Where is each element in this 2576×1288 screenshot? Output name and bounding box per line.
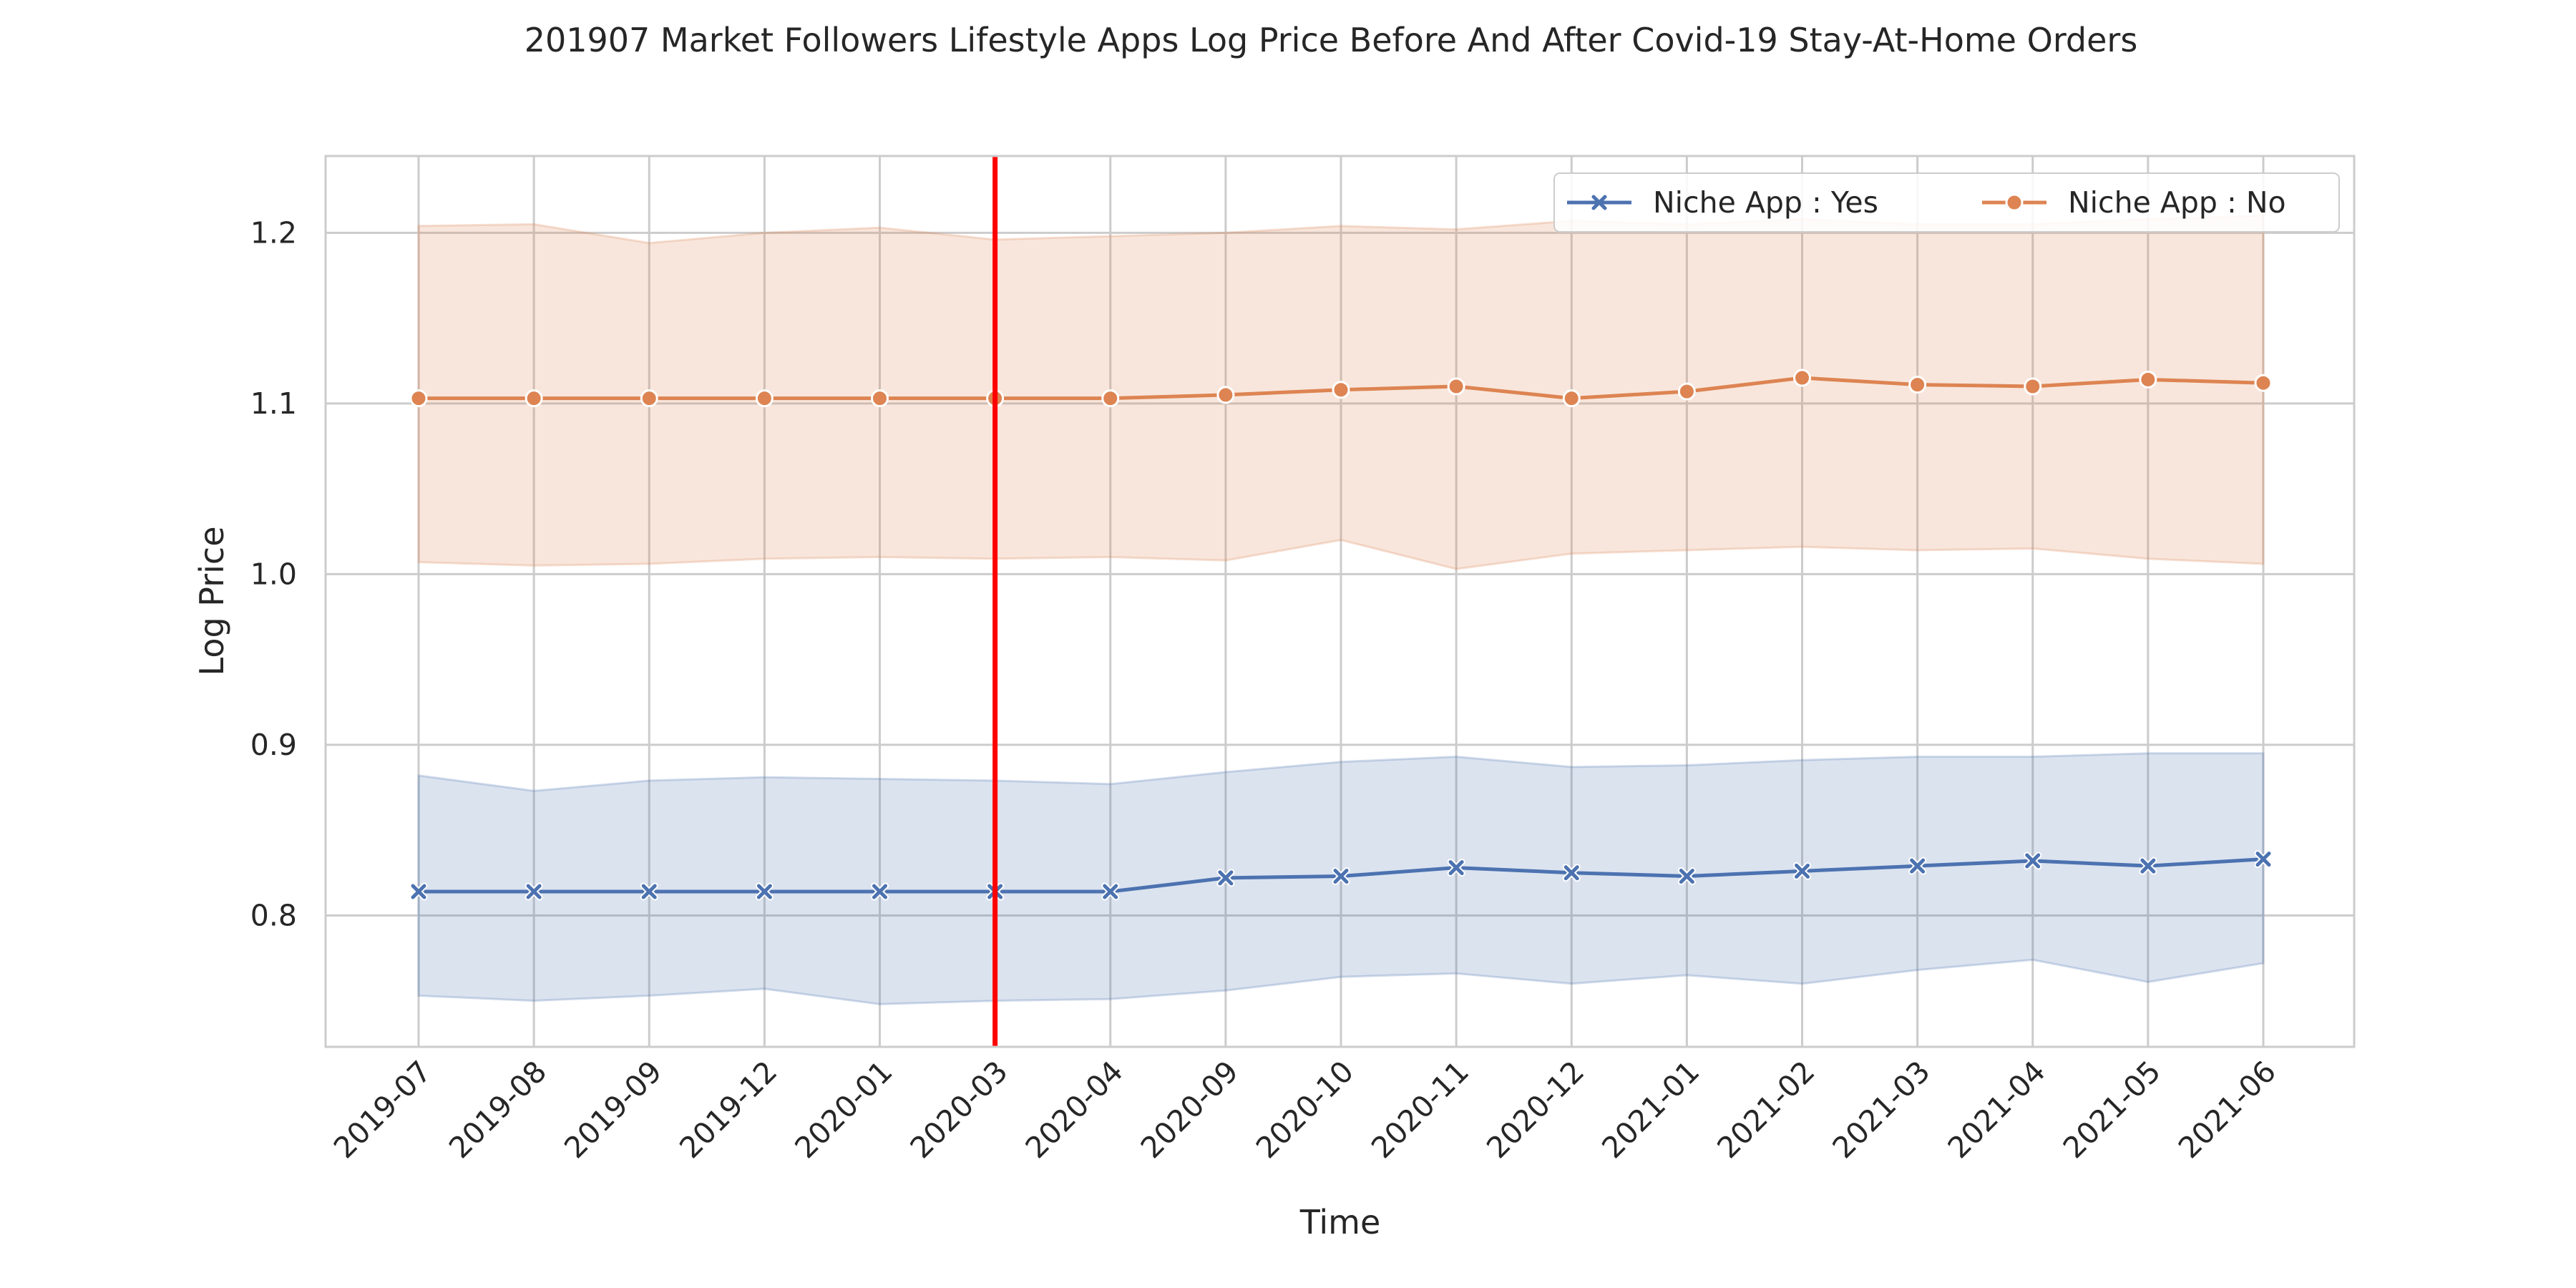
data-point (2139, 857, 2157, 875)
y-tick-label: 1.2 (250, 215, 297, 250)
data-point (640, 389, 658, 408)
data-point (1677, 867, 1696, 885)
plot-frame (324, 155, 2356, 1048)
data-point (755, 389, 774, 408)
legend-label: Niche App : Yes (1653, 185, 1878, 220)
x-axis-label: Time (1299, 1203, 1381, 1241)
legend-box (1553, 172, 2340, 233)
data-point (1216, 386, 1235, 404)
data-point (871, 389, 889, 408)
data-point (409, 389, 428, 408)
data-point (1562, 389, 1581, 408)
data-point (1101, 389, 1120, 408)
data-point (871, 882, 889, 901)
series-markers (409, 369, 2273, 901)
y-tick-label: 1.0 (250, 557, 297, 591)
y-axis-label: Log Price (192, 527, 231, 676)
legend-circle-marker (2005, 193, 2024, 212)
data-point (409, 882, 428, 901)
legend-item-1: Niche App : No (1982, 185, 2286, 220)
plot-area (324, 155, 2356, 1048)
data-point (1216, 869, 1235, 887)
y-tick-label: 0.8 (250, 898, 297, 932)
data-point (640, 882, 658, 901)
data-point (1677, 382, 1696, 401)
data-point (2254, 850, 2273, 869)
data-point (2024, 377, 2042, 396)
data-point (2254, 374, 2273, 392)
data-point (1562, 864, 1581, 882)
data-point (1447, 859, 1465, 877)
y-axis-ticks: 0.8 0.9 1.0 1.1 1.2 (250, 215, 297, 932)
data-point (525, 882, 543, 901)
data-point (1332, 867, 1350, 885)
data-point (1332, 381, 1350, 399)
legend-item-0: Niche App : Yes (1567, 185, 1878, 220)
gridlines (326, 156, 2354, 1047)
data-point (1908, 376, 1927, 394)
data-point (1793, 369, 1811, 387)
data-point (2139, 370, 2157, 389)
data-point (755, 882, 774, 901)
y-tick-label: 0.9 (250, 728, 297, 762)
data-point (1101, 882, 1120, 901)
legend: Niche App : Yes Niche App : No (1553, 172, 2340, 233)
y-tick-label: 1.1 (250, 386, 297, 421)
data-point (1793, 862, 1811, 880)
legend-x-marker (1591, 195, 1607, 210)
data-point (1908, 857, 1927, 875)
legend-label: Niche App : No (2068, 185, 2286, 220)
chart-title: 201907 Market Followers Lifestyle Apps L… (525, 21, 2138, 59)
data-point (1447, 377, 1465, 396)
data-point (2024, 852, 2042, 870)
data-point (525, 389, 543, 408)
